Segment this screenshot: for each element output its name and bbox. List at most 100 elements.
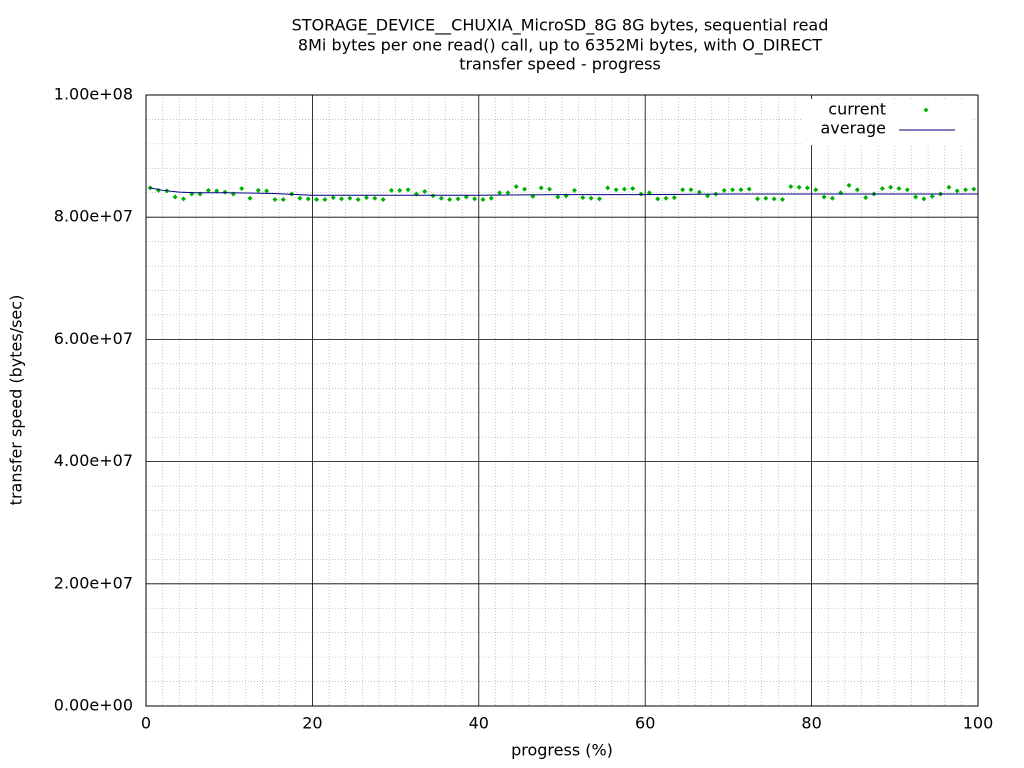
data-point [180,196,186,202]
data-point [971,186,977,192]
y-tick-label: 6.00e+07 [54,329,133,348]
data-point [646,190,652,196]
data-point [621,186,627,192]
data-point [854,187,860,193]
data-point [305,196,311,202]
y-tick-label: 2.00e+07 [54,573,133,592]
legend-box [802,99,972,145]
data-point [513,184,519,190]
data-point [239,185,245,191]
data-point [330,195,336,201]
data-point [322,196,328,202]
data-point [630,185,636,191]
data-point [829,195,835,201]
data-point [730,187,736,193]
data-point [738,187,744,193]
data-point [463,194,469,200]
data-point [879,185,885,191]
data-point [779,196,785,202]
data-point [671,195,677,201]
data-point [929,193,935,199]
y-tick-label: 0.00e+00 [54,696,133,715]
data-point [264,188,270,194]
data-point [680,187,686,193]
y-axis-label: transfer speed (bytes/sec) [7,295,26,506]
data-point [247,195,253,201]
data-point [638,191,644,197]
data-point [363,195,369,201]
plot-frame [145,94,979,707]
data-point [214,188,220,194]
data-point [497,190,503,196]
data-point [555,194,561,200]
data-point [280,196,286,202]
data-point [538,185,544,191]
data-point [821,194,827,200]
data-point [405,187,411,193]
y-tick-label: 4.00e+07 [54,451,133,470]
data-point [688,187,694,193]
legend-label: average [821,119,887,138]
data-point [663,195,669,201]
data-point [455,196,461,202]
data-point [438,195,444,201]
data-point [904,187,910,193]
data-point [522,186,528,192]
data-point [372,195,378,201]
y-tick-label: 8.00e+07 [54,207,133,226]
data-point [172,194,178,200]
data-point [355,196,361,202]
data-point [696,189,702,195]
x-tick-label: 0 [141,714,151,733]
data-point [480,196,486,202]
data-point [272,196,278,202]
chart-title: STORAGE_DEVICE__CHUXIA_MicroSD_8G 8G byt… [292,16,829,36]
x-tick-label: 40 [469,714,489,733]
data-point [896,185,902,191]
x-tick-label: 100 [963,714,994,733]
data-point [963,187,969,193]
data-point [580,195,586,201]
legend-symbol [923,107,929,113]
legend-label: current [828,100,886,119]
plot-background [146,95,978,706]
y-tick-label: 1.00e+08 [54,85,133,104]
data-point [205,187,211,193]
data-point [863,195,869,201]
data-point [954,188,960,194]
data-point [380,196,386,202]
data-point [347,195,353,201]
data-point [571,187,577,193]
data-point [222,189,228,195]
data-point [547,186,553,192]
data-point [422,189,428,195]
data-point [447,196,453,202]
data-point [796,184,802,190]
data-point [430,193,436,199]
data-point [888,184,894,190]
data-point [339,196,345,202]
x-tick-label: 60 [635,714,655,733]
data-point [921,196,927,202]
data-point [505,190,511,196]
data-point [813,187,819,193]
data-point [255,187,261,193]
data-point [605,185,611,191]
average-line [150,187,978,196]
data-point [846,182,852,188]
data-point [388,187,394,193]
data-point [472,196,478,202]
data-point [596,196,602,202]
data-point [314,196,320,202]
x-tick-label: 80 [801,714,821,733]
data-point [946,184,952,190]
data-point [488,195,494,201]
chart-subtitle: 8Mi bytes per one read() call, up to 635… [298,36,822,56]
data-point [763,195,769,201]
chart-subtitle: transfer speed - progress [459,55,661,74]
data-point [913,194,919,200]
data-point [588,195,594,201]
data-point [746,186,752,192]
data-point [297,195,303,201]
